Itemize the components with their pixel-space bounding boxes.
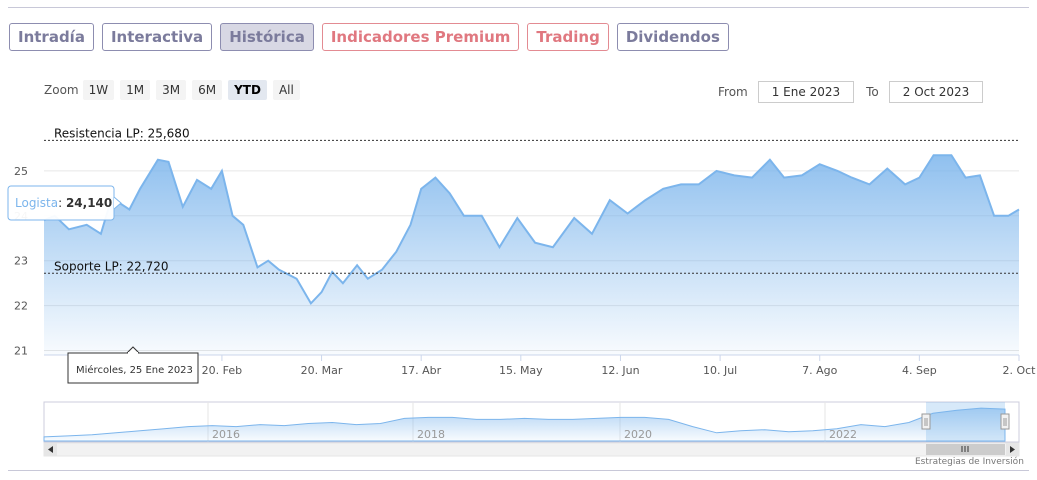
arrow-left-icon [48, 446, 53, 453]
chart-tabs: Intradía Interactiva Histórica Indicador… [9, 23, 729, 51]
arrow-right-icon [1010, 446, 1015, 453]
series-line-logista [43, 154, 1020, 306]
tooltip-value: 24,140 [66, 196, 112, 210]
tooltip-date: Miércoles, 25 Ene 2023 [76, 364, 193, 376]
y-tick-label: 23 [14, 255, 28, 268]
navigator[interactable]: 2016 2018 2020 2022 [43, 401, 1020, 443]
navigator-right-handle[interactable] [1000, 413, 1010, 430]
date-tooltip: Miércoles, 25 Ene 2023 [67, 346, 199, 384]
tooltip-series-name: Logista [15, 196, 58, 210]
navigator-x-label: 2018 [417, 428, 445, 441]
tab-intradia[interactable]: Intradía [9, 23, 94, 51]
zoom-1w-button[interactable]: 1W [82, 80, 115, 100]
zoom-label: Zoom [44, 83, 79, 97]
annotation-label: Resistencia LP: 25,680 [54, 126, 190, 140]
to-date-input[interactable]: 2 Oct 2023 [888, 81, 984, 103]
x-tick-label: 17. Abr [401, 364, 441, 377]
date-range: From 1 Ene 2023 To 2 Oct 2023 [718, 81, 984, 103]
chart-credits[interactable]: Estrategias de Inversión [915, 457, 1024, 467]
value-tooltip: Logista: 24,140 [7, 185, 122, 221]
tab-dividendos[interactable]: Dividendos [616, 23, 729, 51]
zoom-all-button[interactable]: All [272, 80, 300, 100]
tab-historica[interactable]: Histórica [220, 23, 314, 51]
zoom-selector: Zoom 1W 1M 3M 6M YTD All [44, 80, 306, 100]
zoom-ytd-button[interactable]: YTD [228, 80, 267, 100]
to-label: To [866, 85, 879, 99]
y-tick-label: 25 [14, 165, 28, 178]
x-tick-label: 10. Jul [703, 364, 737, 377]
tab-interactiva[interactable]: Interactiva [101, 23, 213, 51]
from-label: From [718, 85, 748, 99]
tab-trading[interactable]: Trading [527, 23, 609, 51]
svg-text:Logista: 24,140: Logista: 24,140 [15, 196, 112, 210]
x-tick-label: 20. Feb [202, 364, 242, 377]
navigator-series [43, 407, 1006, 442]
x-tick-label: 12. Jun [601, 364, 639, 377]
series-area [44, 155, 1019, 355]
y-tick-label: 22 [14, 300, 28, 313]
annotation-label: Soporte LP: 22,720 [54, 259, 169, 273]
navigator-x-label: 2022 [829, 428, 857, 441]
zoom-6m-button[interactable]: 6M [192, 80, 223, 100]
scrollbar[interactable] [43, 442, 1020, 457]
zoom-1m-button[interactable]: 1M [120, 80, 151, 100]
y-tick-label: 21 [14, 345, 28, 358]
navigator-x-label: 2016 [212, 428, 240, 441]
bottom-divider [8, 470, 1029, 471]
navigator-left-handle[interactable] [921, 413, 931, 430]
x-tick-label: 7. Ago [802, 364, 837, 377]
navigator-x-label: 2020 [624, 428, 652, 441]
x-tick-label: 20. Mar [301, 364, 343, 377]
x-tick-label: 2. Oct [1002, 364, 1036, 377]
navigator-selection[interactable] [926, 402, 1005, 442]
tab-indicadores-premium[interactable]: Indicadores Premium [321, 23, 520, 51]
x-tick-label: 4. Sep [902, 364, 937, 377]
x-tick-label: 15. May [499, 364, 543, 377]
zoom-3m-button[interactable]: 3M [156, 80, 187, 100]
top-divider [8, 7, 1029, 8]
from-date-input[interactable]: 1 Ene 2023 [757, 81, 855, 103]
